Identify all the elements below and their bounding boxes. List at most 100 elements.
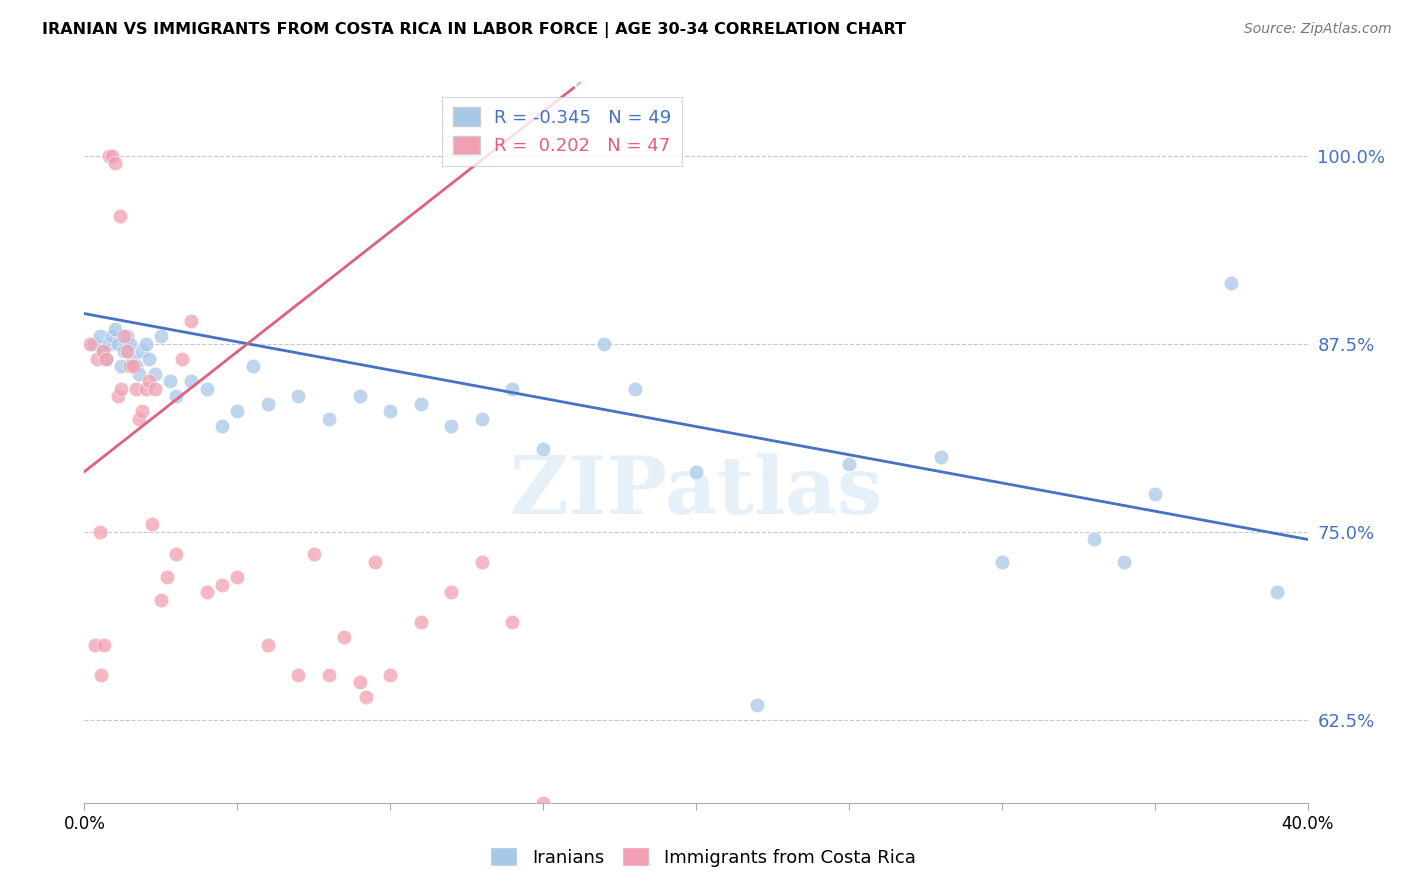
Point (685, 465, 707, 479)
Point (354, 690, 377, 705)
Point (79, 336, 101, 351)
Point (108, 209, 131, 223)
Point (287, 389, 309, 403)
Point (115, 329, 138, 343)
Point (143, 367, 166, 381)
Point (125, 359, 148, 374)
Point (112, 329, 135, 343)
Point (333, 630, 356, 644)
Point (104, 156, 127, 170)
Point (138, 351, 160, 366)
Point (409, 615, 432, 630)
Point (380, 404, 402, 418)
Point (287, 668, 309, 682)
Point (1143, 487, 1166, 501)
Point (138, 375, 160, 389)
Point (838, 457, 860, 471)
Legend: Iranians, Immigrants from Costa Rica: Iranians, Immigrants from Costa Rica (484, 840, 922, 874)
Point (440, 419, 463, 434)
Point (143, 382, 166, 396)
Point (257, 397, 280, 411)
Point (104, 321, 127, 335)
Point (440, 585, 463, 599)
Point (165, 548, 187, 562)
Point (211, 419, 233, 434)
Point (226, 404, 249, 418)
Point (471, 555, 494, 569)
Point (318, 412, 340, 426)
Point (107, 389, 129, 403)
Point (211, 577, 233, 591)
Point (94, 351, 117, 366)
Point (135, 382, 157, 396)
Point (97, 336, 120, 351)
Point (112, 344, 135, 359)
Point (131, 404, 153, 418)
Point (128, 367, 150, 381)
Point (131, 344, 153, 359)
Point (101, 329, 124, 343)
Point (141, 517, 163, 532)
Text: ZIPatlas: ZIPatlas (510, 453, 882, 531)
Point (364, 555, 387, 569)
Text: Source: ZipAtlas.com: Source: ZipAtlas.com (1244, 22, 1392, 37)
Point (156, 570, 179, 584)
Point (91, 344, 114, 359)
Point (349, 389, 371, 403)
Point (149, 329, 172, 343)
Point (991, 555, 1014, 569)
Text: IRANIAN VS IMMIGRANTS FROM COSTA RICA IN LABOR FORCE | AGE 30-34 CORRELATION CHA: IRANIAN VS IMMIGRANTS FROM COSTA RICA IN… (42, 22, 907, 38)
Point (128, 412, 150, 426)
Point (195, 382, 218, 396)
Point (180, 375, 202, 389)
Point (90, 668, 112, 682)
Point (349, 675, 371, 690)
Point (89, 329, 111, 343)
Point (747, 698, 769, 712)
Point (83, 336, 105, 351)
Point (122, 351, 145, 366)
Point (110, 359, 132, 374)
Legend: R = -0.345   N = 49, R =  0.202   N = 47: R = -0.345 N = 49, R = 0.202 N = 47 (441, 96, 682, 166)
Point (89, 524, 111, 539)
Point (471, 412, 494, 426)
Point (110, 382, 132, 396)
Point (122, 359, 145, 374)
Point (409, 397, 432, 411)
Point (91, 344, 114, 359)
Point (226, 570, 249, 584)
Point (531, 442, 554, 456)
Point (93, 638, 115, 652)
Point (502, 382, 524, 396)
Point (165, 389, 187, 403)
Point (242, 359, 264, 374)
Point (172, 351, 194, 366)
Point (1220, 277, 1243, 291)
Point (380, 668, 402, 682)
Point (593, 336, 616, 351)
Point (97, 148, 120, 162)
Point (257, 638, 280, 652)
Point (929, 450, 952, 464)
Point (1114, 555, 1136, 569)
Point (135, 336, 157, 351)
Point (624, 382, 647, 396)
Point (159, 375, 181, 389)
Point (115, 344, 138, 359)
Point (120, 359, 142, 374)
Point (318, 668, 340, 682)
Point (531, 796, 554, 810)
Point (502, 615, 524, 630)
Point (120, 336, 142, 351)
Point (1083, 533, 1105, 547)
Point (180, 314, 202, 328)
Point (101, 148, 124, 162)
Point (302, 548, 325, 562)
Point (125, 382, 148, 396)
Point (1265, 585, 1288, 599)
Point (149, 592, 172, 607)
Point (84, 638, 107, 652)
Point (94, 351, 117, 366)
Point (195, 585, 218, 599)
Point (107, 336, 129, 351)
